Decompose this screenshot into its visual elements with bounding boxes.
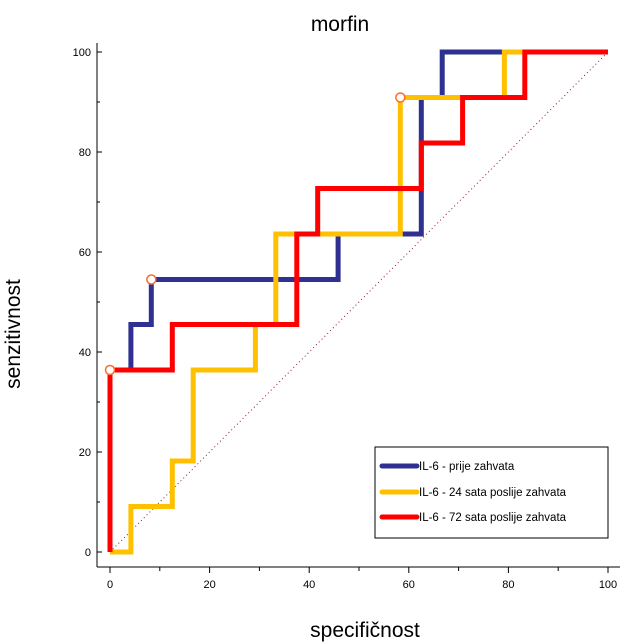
legend-label-series-1: IL-6 - prije zahvata xyxy=(419,461,515,473)
plot-area: 0 20 40 60 80 100 0 20 40 60 80 100 xyxy=(73,43,620,591)
cutoff-marker-2 xyxy=(395,92,406,103)
series-group xyxy=(107,49,608,555)
x-axis-ticks: 0 20 40 60 80 100 xyxy=(107,567,617,591)
x-tick-label: 20 xyxy=(203,579,215,591)
x-tick-label: 80 xyxy=(502,579,514,591)
marker-group xyxy=(104,92,406,376)
x-tick-label: 40 xyxy=(303,579,315,591)
x-tick-label: 60 xyxy=(403,579,415,591)
legend: IL-6 - prije zahvata IL-6 - 24 sata posl… xyxy=(374,446,609,539)
cutoff-marker-3 xyxy=(104,364,116,376)
y-axis-title: senzitivnost xyxy=(2,279,25,389)
y-tick-label: 100 xyxy=(73,47,91,59)
x-axis-title: specifičnost xyxy=(310,619,420,642)
y-tick-label: 0 xyxy=(85,547,91,559)
cutoff-marker-1 xyxy=(146,274,157,285)
reference-diagonal-line xyxy=(109,51,609,553)
y-tick-label: 80 xyxy=(79,147,91,159)
series-line-2 xyxy=(110,49,608,555)
x-tick-label: 100 xyxy=(599,579,617,591)
legend-label-series-2: IL-6 - 24 sata poslije zahvata xyxy=(419,487,567,499)
series-line-3 xyxy=(107,49,608,552)
legend-label-series-3: IL-6 - 72 sata poslije zahvata xyxy=(419,512,567,524)
chart-title: morfin xyxy=(311,13,369,36)
x-tick-label: 0 xyxy=(107,579,113,591)
y-tick-label: 60 xyxy=(79,247,91,259)
y-axis-ticks: 0 20 40 60 80 100 xyxy=(73,47,102,559)
y-tick-label: 40 xyxy=(79,347,91,359)
y-tick-label: 20 xyxy=(79,447,91,459)
